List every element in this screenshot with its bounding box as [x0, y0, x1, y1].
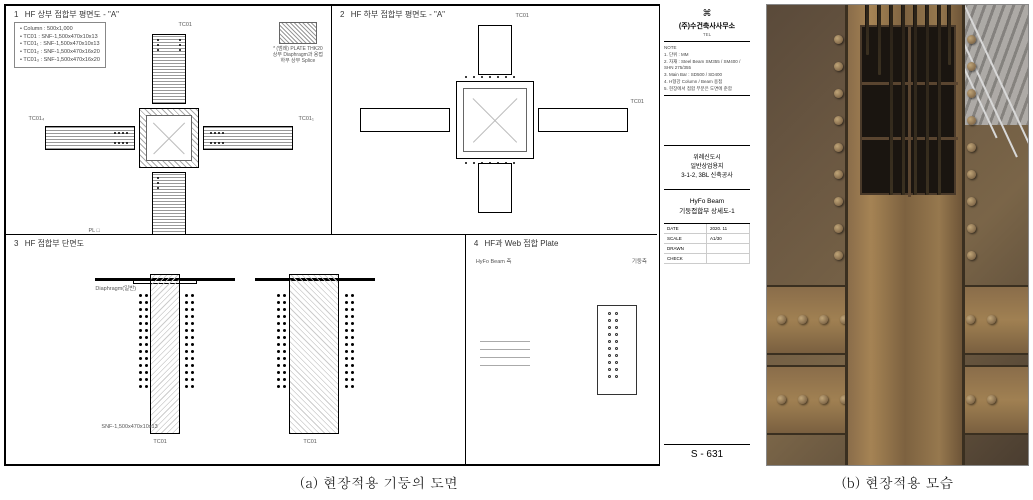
- drawing-sheet: ⌘ (주)수건축사사무소 TEL NOTE 1. 단위 : MM 2. 자재 :…: [4, 4, 754, 466]
- hatch-text: 하부 상부 Splice: [273, 58, 323, 64]
- drawing-title: HyFo Beam 기둥접합부 상세도-1: [664, 189, 750, 223]
- elevation-view-2: TC01: [255, 274, 375, 434]
- note-line: 5. 현장에서 접합 부분은 도면에 준함: [664, 86, 750, 93]
- quad-title-text: HF 상부 접합부 평면도 - "A": [25, 10, 119, 19]
- caption-right: (b) 현장적용 모습: [766, 466, 1029, 492]
- firm-tel: TEL: [664, 32, 750, 37]
- note-line: 1. 단위 : MM: [664, 52, 750, 59]
- project-line: 일반상업용지: [664, 163, 750, 172]
- drawing-title-line: 기둥접합부 상세도-1: [664, 205, 750, 215]
- elevation-pair: Diaphragm(일반) SNF-1,500x470x10x13 TC01: [95, 274, 375, 434]
- column-inner: [463, 88, 527, 152]
- splice-plate-detail: [597, 305, 637, 395]
- note-line: 3. Main Bar : SD500 / SD400: [664, 72, 750, 79]
- legend-row: • TC01₂ : SNF-1,500x470x16x20: [20, 49, 100, 57]
- quad-num: 1: [14, 10, 18, 19]
- quad-2-plan-lower: 2 HF 하부 접합부 평면도 - "A" TC01: [332, 6, 657, 234]
- label-tc01: TC01: [516, 13, 529, 19]
- note-line: 4. H형강 Column / Beam 용접: [664, 79, 750, 86]
- sheet-number: S - 631: [664, 444, 750, 464]
- label-tc01: TC01: [153, 439, 166, 445]
- plan-view-upper: TC01 TC01₄ TC01₁ PL □: [139, 108, 199, 168]
- title-block: ⌘ (주)수건축사사무소 TEL NOTE 1. 단위 : MM 2. 자재 :…: [659, 4, 754, 466]
- elev-column: [150, 274, 180, 434]
- label-tc011: TC01₁: [299, 116, 314, 122]
- quad-4-splice-plate: 4 HF과 Web 접합 Plate HyFo Beam 측 기둥측: [466, 235, 657, 464]
- tb-date-label: DATE: [664, 224, 707, 234]
- title-block-spacer: [664, 95, 750, 145]
- splice-label-left: HyFo Beam 측: [476, 257, 512, 265]
- beam-left: [45, 126, 135, 150]
- legend-row: • TC01₁ : SNF-1,500x470x10x13: [20, 41, 100, 49]
- label-tc01: TC01: [179, 22, 192, 28]
- title-block-grid: DATE 2020. 11 SCALE A1/30 DRAWN CHECK: [664, 223, 750, 264]
- splice-label-right: 기둥측: [632, 257, 647, 265]
- quad-num: 4: [474, 239, 478, 248]
- drawing-title-line: HyFo Beam: [664, 198, 750, 205]
- site-photo: [766, 4, 1029, 466]
- project-name: 위례신도시 일반상업용지 3-1-2, 3BL 신축공사: [664, 145, 750, 189]
- beam-bottom: [478, 163, 512, 213]
- figure-right-panel: (b) 현장적용 모습: [766, 4, 1029, 496]
- drawing-top-row: 1 HF 상부 접합부 평면도 - "A" • Column : 500x1,0…: [6, 6, 657, 235]
- beam-bottom: [152, 172, 186, 234]
- quad-2-title: 2 HF 하부 접합부 평면도 - "A": [340, 9, 445, 20]
- tb-drawn-val: [707, 244, 750, 254]
- hatch-legend: * (범례) PLATE THK20 상부 Diaphragm과 용접 하부 상…: [273, 22, 323, 64]
- quad-title-text: HF 접합부 단면도: [25, 239, 84, 248]
- hatch-sample-icon: [279, 22, 317, 44]
- tb-date-val: 2020. 11: [707, 224, 750, 234]
- legend-row: • TC01₃ : SNF-1,500x470x16x20: [20, 57, 100, 65]
- tb-check-val: [707, 254, 750, 264]
- figure-left-panel: ⌘ (주)수건축사사무소 TEL NOTE 1. 단위 : MM 2. 자재 :…: [4, 4, 754, 496]
- plan-view-lower: TC01 TC01: [456, 81, 534, 159]
- beam-right: [203, 126, 293, 150]
- legend-row: • Column : 500x1,000: [20, 26, 100, 34]
- steel-column: [845, 5, 965, 465]
- beam-left: [360, 108, 450, 132]
- elevation-view-1: Diaphragm(일반) SNF-1,500x470x10x13 TC01: [95, 274, 235, 434]
- label-tc01: TC01: [631, 99, 644, 105]
- notes-heading: NOTE: [664, 45, 750, 52]
- tb-scale-label: SCALE: [664, 234, 707, 244]
- label-diaphragm: Diaphragm(일반): [95, 284, 136, 292]
- quad-1-plan-upper: 1 HF 상부 접합부 평면도 - "A" • Column : 500x1,0…: [6, 6, 332, 234]
- column-opening: [860, 25, 956, 195]
- column-section: [456, 81, 534, 159]
- column-inner: [146, 115, 192, 161]
- caption-left: (a) 현장적용 기둥의 도면: [4, 466, 754, 492]
- firm-logo: ⌘: [664, 8, 750, 19]
- beam-top: [478, 25, 512, 75]
- quad-title-text: HF 하부 접합부 평면도 - "A": [351, 10, 445, 19]
- quad-title-text: HF과 Web 접합 Plate: [485, 239, 559, 248]
- quad-3-title: 3 HF 접합부 단면도: [14, 238, 84, 249]
- label-tc01: TC01: [303, 439, 316, 445]
- label-tc014: TC01₄: [29, 116, 45, 122]
- legend-row: • TC01 : SNF-1,500x470x10x13: [20, 34, 100, 42]
- tb-scale-val: A1/30: [707, 234, 750, 244]
- quad-num: 2: [340, 10, 344, 19]
- beam-right: [538, 108, 628, 132]
- project-line: 위례신도시: [664, 154, 750, 163]
- firm-name: (주)수건축사사무소: [664, 21, 750, 31]
- splice-table: [480, 334, 530, 366]
- legend-box: • Column : 500x1,000 • TC01 : SNF-1,500x…: [14, 22, 106, 68]
- elev-column: [289, 274, 339, 434]
- quad-num: 3: [14, 239, 18, 248]
- quad-4-title: 4 HF과 Web 접합 Plate: [474, 238, 559, 249]
- quad-1-title: 1 HF 상부 접합부 평면도 - "A": [14, 9, 119, 20]
- beam-top: [152, 34, 186, 104]
- tb-drawn-label: DRAWN: [664, 244, 707, 254]
- note-line: 2. 자재 : Steel Beam SM355 / SM400 / SHN 2…: [664, 59, 750, 73]
- tb-check-label: CHECK: [664, 254, 707, 264]
- column-section: [139, 108, 199, 168]
- quad-3-elevation: 3 HF 접합부 단면도: [6, 235, 466, 464]
- title-block-notes: NOTE 1. 단위 : MM 2. 자재 : Steel Beam SM355…: [664, 41, 750, 95]
- label-snf: SNF-1,500x470x10x13: [101, 424, 157, 430]
- label-pl: PL □: [89, 228, 100, 234]
- drawing-bottom-row: 3 HF 접합부 단면도: [6, 235, 657, 464]
- project-line: 3-1-2, 3BL 신축공사: [664, 172, 750, 181]
